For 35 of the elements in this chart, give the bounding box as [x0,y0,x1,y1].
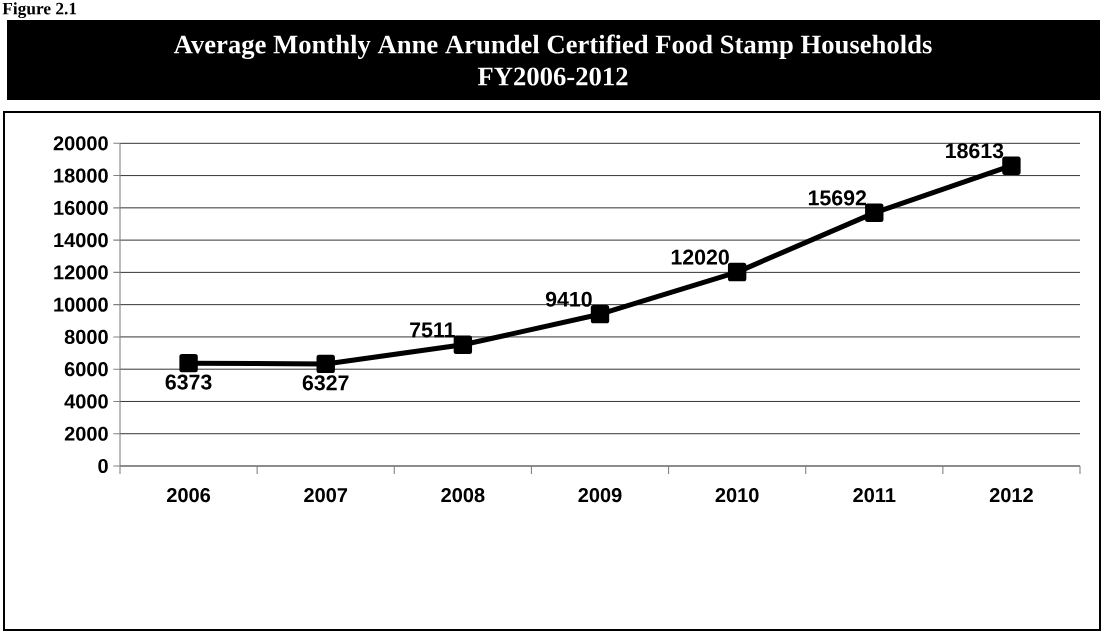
y-tick-label: 12000 [54,265,108,280]
chart-subtitle: FY2006-2012 [477,67,628,86]
data-label: 15692 [808,190,867,206]
x-tick-label: 2011 [853,488,896,503]
y-tick-label: 6000 [64,362,108,377]
y-tick-label: 8000 [64,329,108,344]
point [1002,156,1021,175]
y-tick-label: 0 [98,458,108,474]
y-tick-label: 2000 [64,426,108,441]
y-tick-label: 10000 [54,297,108,312]
data-label: 6373 [165,374,212,390]
data-label: 18613 [946,143,1004,159]
x-tick-label: 2010 [715,488,759,503]
data-label: 9410 [545,291,592,307]
data-label: 7511 [410,322,455,338]
y-tick-label: 18000 [54,168,108,183]
data-label: 12020 [671,249,729,265]
point [179,353,198,373]
x-tick-label: 2007 [304,488,348,503]
x-tick-label: 2009 [578,488,622,503]
point [590,304,610,324]
x-tick-label: 2008 [441,488,485,503]
caption: Figure 2.1 [2,2,77,19]
point [865,203,884,223]
x-tick-label: 2012 [989,488,1033,503]
y-tick-label: 4000 [64,394,108,409]
point [453,335,473,355]
point [316,354,335,374]
y-tick-label: 14000 [54,233,108,248]
y-tick-label: 16000 [54,200,108,215]
point [727,262,747,282]
y-tick-label: 20000 [53,136,108,151]
data-label: 6327 [302,375,349,391]
chart-title: Average Monthly Anne Arundel Certified Food Stamp Households [173,34,932,60]
x-tick-label: 2006 [167,488,211,503]
